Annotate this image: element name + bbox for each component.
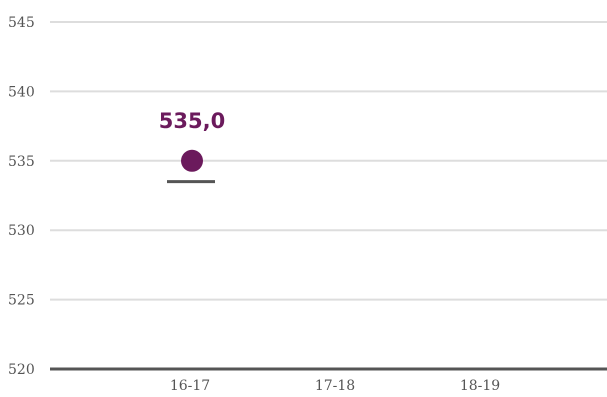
x-tick-label-18-19: 18-19 [460, 378, 500, 394]
x-tick-label-17-18: 17-18 [315, 378, 355, 394]
y-axis-ticks: 520 525 530 535 540 545 [8, 15, 35, 378]
y-tick-label-535: 535 [8, 154, 35, 170]
data-point-16-17 [181, 149, 203, 172]
y-tick-label-520: 520 [8, 362, 35, 378]
y-tick-label-525: 525 [8, 293, 35, 309]
x-axis-ticks: 16-17 17-18 18-19 [170, 378, 500, 394]
y-tick-label-545: 545 [8, 15, 35, 31]
y-tick-label-540: 540 [8, 84, 35, 100]
y-tick-label-530: 530 [8, 223, 35, 239]
data-marks: 535,0 [159, 109, 225, 184]
data-label-16-17: 535,0 [159, 109, 225, 133]
x-tick-label-16-17: 16-17 [170, 378, 210, 394]
grid-lines [50, 21, 607, 301]
